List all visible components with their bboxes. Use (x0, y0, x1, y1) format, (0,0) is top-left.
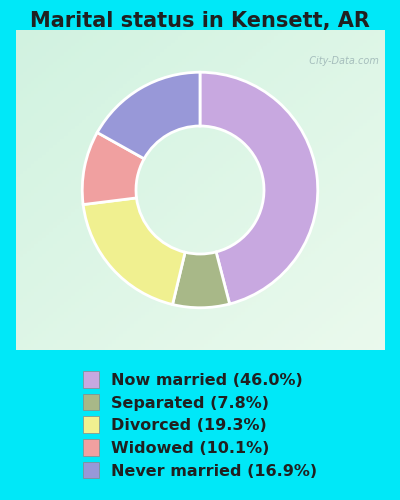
Text: Marital status in Kensett, AR: Marital status in Kensett, AR (30, 11, 370, 31)
Text: City-Data.com: City-Data.com (303, 56, 379, 66)
Wedge shape (172, 252, 230, 308)
Wedge shape (82, 132, 144, 204)
Wedge shape (200, 72, 318, 304)
Legend: Now married (46.0%), Separated (7.8%), Divorced (19.3%), Widowed (10.1%), Never : Now married (46.0%), Separated (7.8%), D… (76, 365, 324, 485)
Wedge shape (83, 198, 185, 304)
Wedge shape (97, 72, 200, 159)
